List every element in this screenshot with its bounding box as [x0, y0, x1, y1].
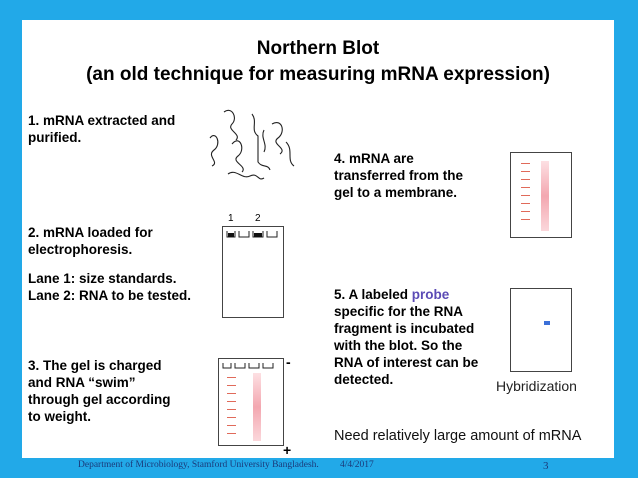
footer-department: Department of Microbiology, Stamford Uni…	[78, 460, 319, 470]
membrane-hybridization	[510, 288, 572, 372]
step-2-text: 2. mRNA loaded for electrophoresis.	[28, 225, 153, 257]
footer-date: 4/4/2017	[340, 460, 374, 470]
lane-label-1: 1	[228, 213, 234, 224]
slide-title: Northern Blot	[256, 38, 380, 59]
slide-subtitle: (an old technique for measuring mRNA exp…	[86, 64, 550, 85]
bottom-note: Need relatively large amount of mRNA	[334, 428, 582, 444]
lane-label-2: 2	[255, 213, 261, 224]
gel-loading	[222, 226, 284, 318]
footer-bar	[0, 458, 638, 478]
step-1-text: 1. mRNA extracted and purified.	[28, 113, 176, 145]
step-5-text: 5. A labeled probe specific for the RNA …	[334, 287, 479, 387]
probe-word: probe	[411, 287, 450, 302]
mrna-strands-illustration	[209, 109, 295, 180]
lane-info-text: Lane 1: size standards. Lane 2: RNA to b…	[28, 271, 192, 303]
hybridization-label: Hybridization	[496, 378, 577, 394]
plus-electrode: +	[283, 442, 292, 458]
step-4-text: 4. mRNA are transferred from the gel to …	[334, 151, 464, 200]
minus-electrode: -	[286, 354, 291, 370]
membrane-transfer	[510, 152, 572, 238]
step-3-text: 3. The gel is charged and RNA “swim” thr…	[28, 358, 171, 424]
detected-band	[544, 321, 550, 325]
gel-running	[218, 358, 284, 446]
slide: Northern Blot (an old technique for meas…	[22, 20, 614, 458]
footer-page-number: 3	[543, 460, 549, 472]
